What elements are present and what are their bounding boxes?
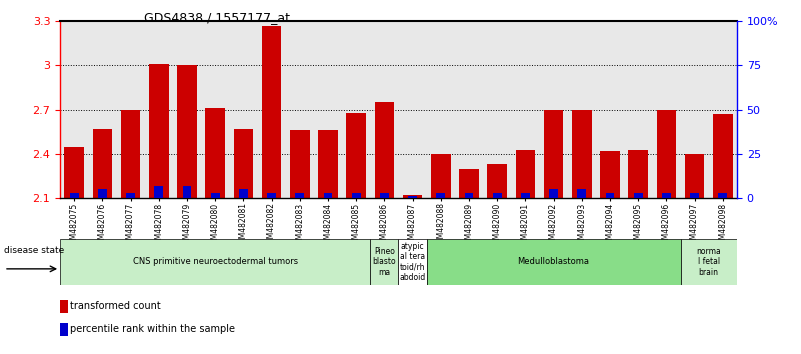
Bar [346,113,366,198]
Bar [516,149,535,198]
Bar [290,130,310,198]
Bar [60,239,370,285]
Bar [572,110,592,198]
Bar [427,239,681,285]
Bar [493,193,501,198]
Bar [521,193,529,198]
Bar [606,193,614,198]
Bar [375,102,394,198]
Bar [399,239,427,285]
Bar [155,186,163,198]
Bar [409,196,417,198]
Bar [205,108,225,198]
Bar [149,64,169,198]
Bar [718,193,727,198]
Text: disease state: disease state [4,246,64,255]
Bar [681,239,737,285]
Bar [431,154,451,198]
Bar [121,110,140,198]
Bar [544,110,563,198]
Bar [324,193,332,198]
Bar [318,130,338,198]
Bar [628,149,648,198]
Bar [296,193,304,198]
Bar [64,147,84,198]
Bar [662,193,671,198]
Bar [98,189,107,198]
Bar [60,323,67,336]
Bar [183,186,191,198]
Bar [177,65,197,198]
Bar [549,189,558,198]
Text: norma
l fetal
brain: norma l fetal brain [696,247,721,277]
Bar [92,129,112,198]
Bar [380,193,388,198]
Text: Medulloblastoma: Medulloblastoma [517,257,590,267]
Bar [268,193,276,198]
Bar [211,193,219,198]
Bar [262,25,281,198]
Bar [239,189,248,198]
Bar [370,239,398,285]
Bar [465,193,473,198]
Bar [234,129,253,198]
Bar [600,151,620,198]
Bar [60,299,67,313]
Bar [713,114,733,198]
Bar [690,193,699,198]
Bar [657,110,676,198]
Bar [685,154,705,198]
Bar [459,169,479,198]
Text: Pineo
blasto
ma: Pineo blasto ma [372,247,396,277]
Bar [578,189,586,198]
Bar [70,193,78,198]
Bar [126,193,135,198]
Bar [403,195,422,198]
Bar [437,193,445,198]
Bar [487,164,507,198]
Bar [634,193,642,198]
Text: atypic
al tera
toid/rh
abdoid: atypic al tera toid/rh abdoid [400,242,425,282]
Text: percentile rank within the sample: percentile rank within the sample [70,324,235,334]
Text: transformed count: transformed count [70,301,161,311]
Text: GDS4838 / 1557177_at: GDS4838 / 1557177_at [144,11,290,24]
Text: CNS primitive neuroectodermal tumors: CNS primitive neuroectodermal tumors [133,257,298,267]
Bar [352,193,360,198]
